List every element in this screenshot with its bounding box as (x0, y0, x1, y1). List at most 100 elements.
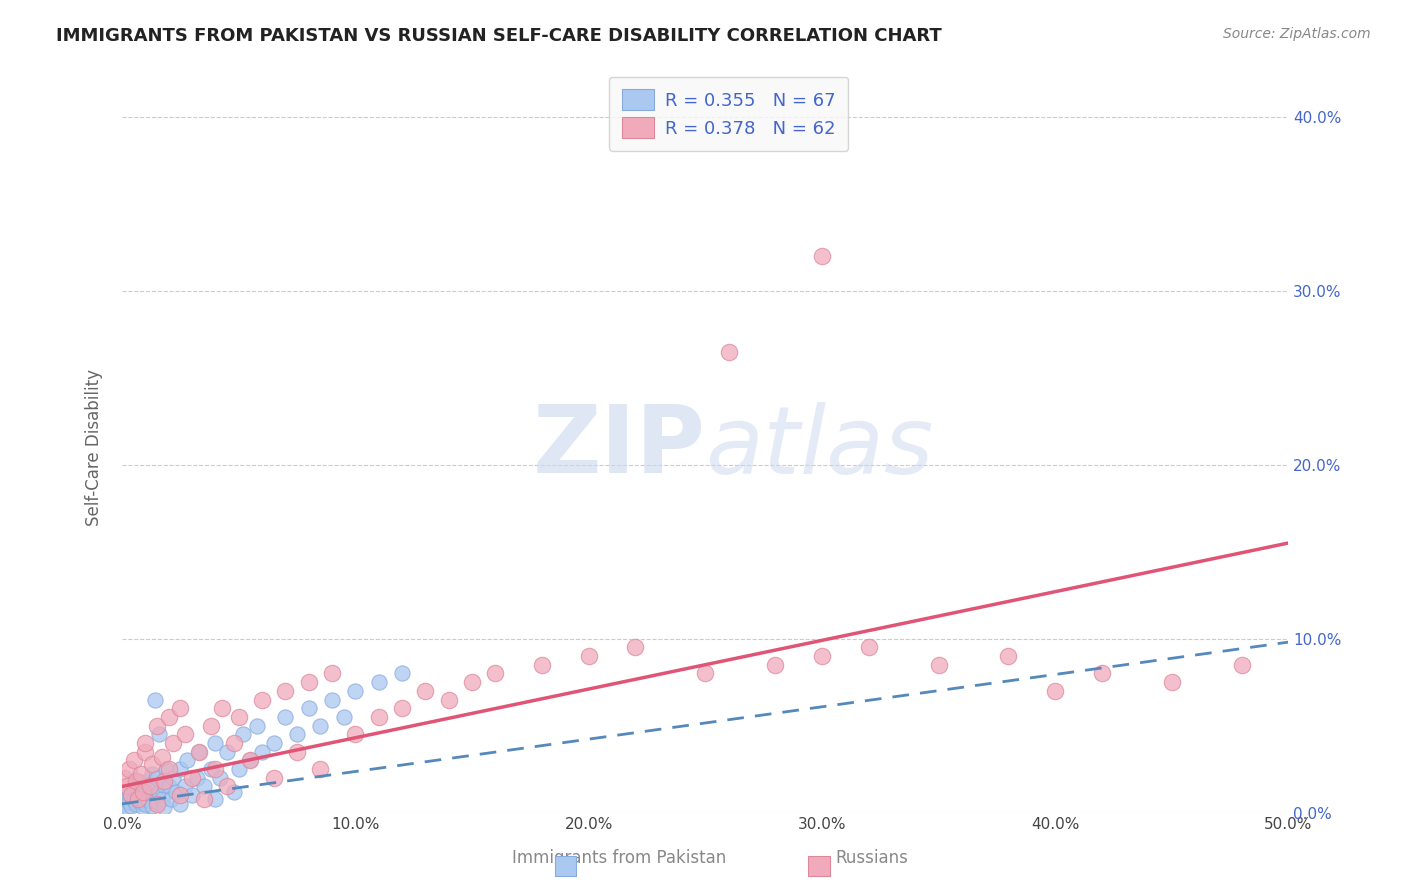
Point (148, 727, 170, 741)
Point (139, 780, 162, 794)
Point (204, 791, 226, 805)
Point (165, 785, 187, 799)
Point (134, 736, 156, 750)
Point (309, 762, 332, 776)
Point (208, 771, 231, 785)
Point (193, 791, 215, 805)
Point (146, 795, 169, 809)
Point (153, 800, 176, 814)
Point (125, 797, 148, 811)
Point (141, 798, 163, 813)
Point (129, 795, 152, 809)
Point (122, 780, 145, 794)
Text: ZIP: ZIP (533, 401, 706, 493)
Point (232, 727, 254, 741)
Point (624, 640, 647, 655)
Point (222, 736, 245, 750)
Point (1160, 675, 1182, 690)
Point (150, 791, 173, 805)
Point (115, 780, 138, 794)
Text: Source: ZipAtlas.com: Source: ZipAtlas.com (1223, 27, 1371, 41)
Point (811, 648, 834, 663)
Point (125, 785, 148, 799)
Point (120, 788, 142, 802)
Point (118, 785, 141, 799)
Point (298, 675, 321, 690)
Point (285, 745, 308, 759)
Point (228, 710, 250, 724)
Point (132, 789, 155, 804)
Point (997, 648, 1019, 663)
Point (146, 771, 169, 785)
Point (129, 767, 152, 781)
Text: atlas: atlas (706, 401, 934, 493)
Point (188, 745, 211, 759)
Point (437, 692, 460, 706)
Point (344, 683, 367, 698)
Point (155, 762, 177, 776)
Point (309, 718, 332, 732)
Point (169, 788, 191, 802)
Point (204, 762, 226, 776)
Point (717, 344, 740, 359)
Point (1043, 683, 1066, 698)
Point (695, 666, 717, 681)
Point (136, 793, 159, 807)
Point (211, 701, 233, 715)
Point (139, 780, 162, 794)
Point (461, 675, 484, 690)
Point (125, 774, 148, 789)
Point (150, 750, 173, 764)
Point (763, 657, 786, 672)
Point (263, 736, 285, 750)
Point (132, 785, 155, 799)
Point (160, 791, 183, 805)
Point (134, 797, 156, 811)
Point (484, 666, 506, 681)
Point (153, 774, 176, 789)
Point (186, 771, 208, 785)
Point (578, 648, 600, 663)
Point (157, 780, 180, 794)
Point (274, 683, 297, 698)
Point (157, 710, 180, 724)
Point (298, 701, 321, 715)
Point (321, 666, 343, 681)
Point (162, 771, 184, 785)
Point (391, 666, 413, 681)
Point (239, 753, 262, 767)
Point (332, 710, 354, 724)
Point (858, 640, 880, 655)
Y-axis label: Self-Care Disability: Self-Care Disability (86, 369, 103, 526)
Point (188, 745, 211, 759)
Point (215, 780, 238, 794)
Point (127, 791, 149, 805)
Point (250, 745, 273, 759)
Point (200, 718, 222, 732)
Point (193, 780, 215, 794)
Point (1091, 666, 1114, 681)
Point (122, 793, 145, 807)
Point (143, 692, 166, 706)
Point (141, 767, 163, 781)
Point (127, 791, 149, 805)
Point (181, 788, 204, 802)
Point (413, 683, 436, 698)
Text: IMMIGRANTS FROM PAKISTAN VS RUSSIAN SELF-CARE DISABILITY CORRELATION CHART: IMMIGRANTS FROM PAKISTAN VS RUSSIAN SELF… (56, 27, 942, 45)
Point (115, 791, 138, 805)
Point (143, 788, 166, 802)
Point (215, 745, 238, 759)
Point (174, 727, 197, 741)
Point (169, 701, 191, 715)
Point (239, 753, 262, 767)
Point (148, 785, 170, 799)
Point (118, 795, 141, 809)
Point (127, 774, 149, 789)
Point (246, 718, 269, 732)
Point (204, 736, 226, 750)
Point (122, 753, 145, 767)
Point (146, 718, 169, 732)
Point (120, 798, 142, 813)
Point (367, 710, 389, 724)
Point (811, 249, 834, 263)
